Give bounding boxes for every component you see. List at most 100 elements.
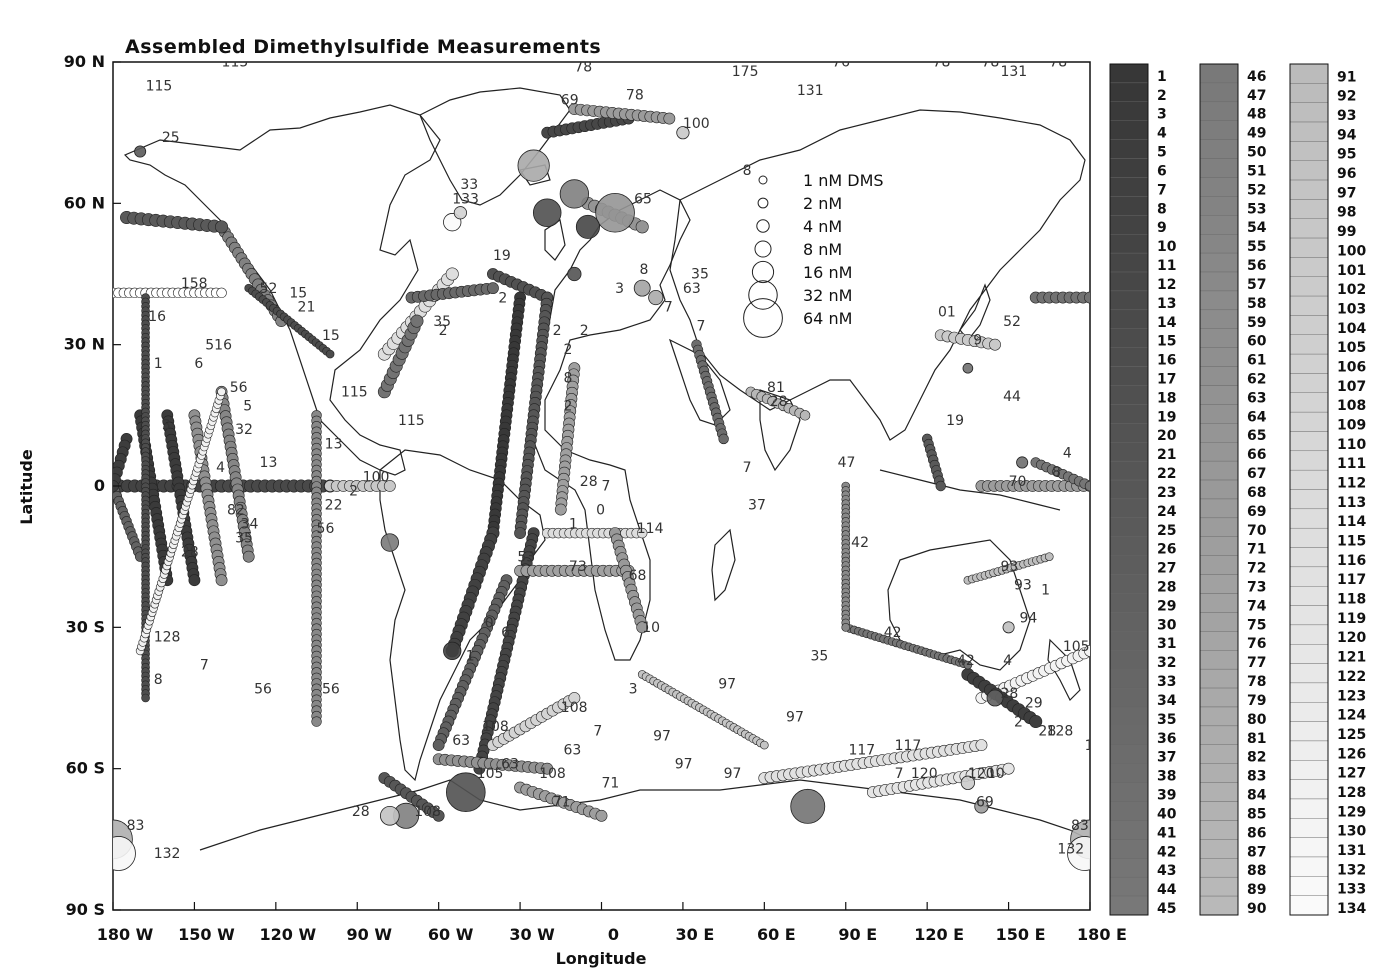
- dms-point-6: [453, 206, 467, 220]
- colorbar-swatch: [1289, 450, 1329, 471]
- colorbar-swatch: [1289, 102, 1329, 123]
- colorbar-swatch: [1289, 702, 1329, 722]
- track-label-88: 131: [797, 83, 824, 99]
- track-label-55: 1: [466, 648, 475, 664]
- measurement-tracks: [113, 103, 1090, 822]
- colorbar-swatch: [1289, 682, 1329, 703]
- track-label-41: 2: [564, 342, 573, 358]
- colorbar-swatch: [1289, 818, 1329, 838]
- colorbar-label: 106: [1337, 359, 1366, 375]
- colorbar-label: 15: [1157, 334, 1176, 350]
- dms-point-22: [974, 799, 989, 814]
- x-axis-label: Longitude: [556, 949, 647, 968]
- colorbar-swatch: [1109, 101, 1149, 121]
- colorbar-swatch: [1199, 593, 1239, 613]
- colorbar-swatch: [1109, 517, 1149, 537]
- track-33-point: [760, 740, 769, 750]
- dms-point-4: [575, 214, 600, 239]
- colorbar-swatch: [1289, 760, 1329, 780]
- colorbar-label: 19: [1157, 409, 1176, 425]
- colorbar-swatch: [1109, 593, 1149, 613]
- track-label-8: 16: [148, 309, 166, 325]
- y-axis-label: Latitude: [17, 449, 36, 525]
- colorbar-swatch: [1109, 536, 1149, 556]
- colorbar-label: 27: [1157, 561, 1176, 577]
- track-label-49: 53: [517, 549, 535, 565]
- dms-point-7: [676, 126, 690, 140]
- colorbar-label: 48: [1247, 107, 1266, 123]
- track-label-7: 15: [322, 328, 340, 344]
- track-label-56: 3: [629, 681, 638, 697]
- colorbar-label: 127: [1337, 766, 1366, 782]
- colorbar-label: 36: [1157, 731, 1176, 747]
- track-label-45: 7: [602, 479, 611, 495]
- track-label-134: 132: [1057, 841, 1084, 857]
- colorbar-label: 13: [1157, 296, 1176, 312]
- track-label-82: 35: [691, 267, 709, 283]
- colorbar-swatch: [1199, 895, 1239, 916]
- colorbar-swatch: [1199, 423, 1239, 443]
- track-6-point: [188, 574, 201, 587]
- colorbar-label: 57: [1247, 277, 1266, 293]
- colorbar-swatch: [1109, 725, 1149, 746]
- track-18-point: [487, 282, 499, 295]
- colorbar-swatch: [1199, 215, 1239, 235]
- track-label-35: 133: [452, 191, 479, 207]
- colorbar-swatch: [1289, 276, 1329, 297]
- track-15-point: [311, 716, 322, 727]
- colorbar-label: 22: [1157, 466, 1176, 482]
- colorbar-label: 94: [1337, 127, 1357, 143]
- track-label-36: 19: [493, 248, 511, 264]
- colorbar-label: 92: [1337, 89, 1356, 105]
- colorbar-label: 115: [1337, 534, 1366, 550]
- colorbar-frame: [1199, 63, 1239, 916]
- colorbar-swatch: [1199, 668, 1239, 689]
- colorbar-swatch: [1289, 566, 1329, 587]
- colorbar-swatch: [1109, 687, 1149, 708]
- colorbar-label: 55: [1247, 239, 1266, 255]
- colorbar-label: 9: [1157, 220, 1167, 236]
- colorbar-label: 2: [1157, 88, 1167, 104]
- dms-point-11: [446, 772, 486, 813]
- track-label-29: 8: [154, 672, 163, 688]
- track-43-point: [799, 410, 811, 421]
- colorbar-label: 3: [1157, 107, 1167, 123]
- colorbar-swatch: [1109, 139, 1149, 159]
- track-label-95: 01: [938, 304, 956, 320]
- colorbar-swatch: [1289, 876, 1329, 896]
- colorbar-label: 46: [1247, 69, 1266, 85]
- size-legend-label: 2 nM: [803, 194, 842, 213]
- track-label-20: 2: [349, 483, 358, 499]
- track-34-point: [975, 739, 988, 752]
- track-label-86: 2: [580, 323, 589, 339]
- colorbar-label: 114: [1337, 514, 1366, 530]
- track-38-point: [432, 809, 445, 822]
- colorbar-label: 104: [1337, 321, 1366, 337]
- track-label-74: 78: [574, 59, 592, 75]
- colorbar-label: 131: [1337, 843, 1366, 859]
- colorbar-swatch: [1109, 574, 1149, 594]
- track-label-54: 10: [642, 620, 660, 636]
- colorbar-frame: [1289, 63, 1329, 916]
- colorbar-swatch: [1109, 196, 1149, 216]
- colorbar-swatch: [1199, 858, 1239, 878]
- colorbar-label: 102: [1337, 282, 1366, 298]
- colorbar-label: 99: [1337, 224, 1356, 240]
- colorbar-label: 85: [1247, 806, 1266, 822]
- size-legend-label: 8 nM: [803, 240, 842, 259]
- track-label-32: 115: [341, 384, 368, 400]
- colorbar-label: 72: [1247, 561, 1266, 577]
- colorbar-swatch: [1199, 612, 1239, 632]
- colorbar-swatch: [1199, 139, 1239, 159]
- track-label-106: 37: [748, 498, 766, 514]
- colorbar-label: 52: [1247, 182, 1266, 198]
- colorbar-swatch: [1109, 366, 1149, 386]
- track-label-71: 71: [602, 776, 620, 792]
- colorbar-swatch: [1109, 460, 1149, 481]
- track-label-28: 7: [200, 658, 209, 674]
- colorbar-label: 59: [1247, 315, 1266, 331]
- track-label-25: 35: [235, 531, 253, 547]
- colorbar-swatch: [1199, 782, 1239, 802]
- colorbar-swatch: [1109, 233, 1149, 254]
